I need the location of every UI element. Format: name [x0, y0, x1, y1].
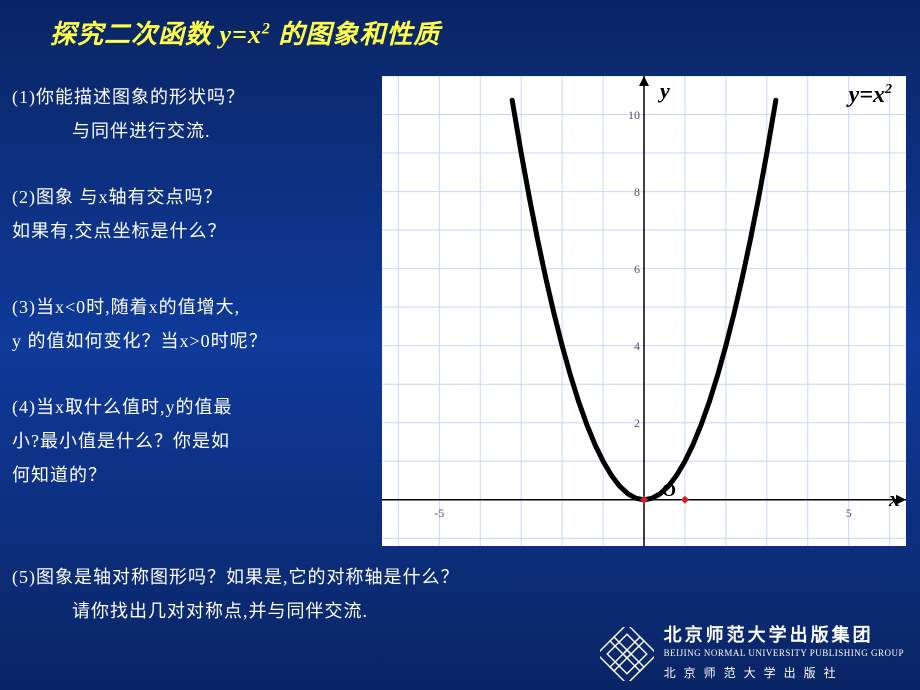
logo-en: BEIJING NORMAL UNIVERSITY PUBLISHING GRO…	[664, 644, 904, 662]
q4-line1: (4)当x取什么值时,y的值最	[12, 390, 233, 424]
equation-label: y=x2	[849, 82, 892, 109]
x-axis-label: x	[889, 486, 900, 512]
equation-exp: 2	[885, 82, 892, 97]
question-4: (4)当x取什么值时,y的值最 小?最小值是什么？你是如 何知道的？	[12, 390, 233, 492]
q2-line2: 如果有,交点坐标是什么？	[12, 214, 227, 248]
logo-sub: 北京师范大学出版社	[664, 664, 904, 682]
question-2: (2)图象 与x轴有交点吗？ 如果有,交点坐标是什么？	[12, 180, 227, 248]
title-eq-exp: 2	[262, 20, 271, 37]
q4-line2: 小?最小值是什么？你是如	[12, 424, 233, 458]
question-5: (5)图象是轴对称图形吗？如果是,它的对称轴是什么？ 请你找出几对对称点,并与同…	[12, 560, 460, 628]
y-axis-label: y	[660, 78, 670, 104]
origin-label: O	[662, 480, 676, 501]
page-title: 探究二次函数 y=x2 的图象和性质	[50, 14, 440, 51]
title-eq-base: y=x	[220, 20, 262, 49]
parabola-chart: y=x2 y x O 246810-55	[382, 76, 906, 546]
equation-base: y=x	[849, 82, 885, 108]
y-tick-label: 2	[620, 416, 640, 431]
chart-svg	[382, 76, 906, 546]
q3-line1: (3)当x<0时,随着x的值增大,	[12, 290, 268, 324]
y-tick-label: 8	[620, 185, 640, 200]
y-tick-label: 6	[620, 262, 640, 277]
x-tick-label: 5	[839, 506, 859, 521]
y-tick-label: 4	[620, 339, 640, 354]
q3-line2: y 的值如何变化？当x>0时呢？	[12, 324, 268, 358]
q5-line1: (5)图象是轴对称图形吗？如果是,它的对称轴是什么？	[12, 560, 460, 594]
question-3: (3)当x<0时,随着x的值增大, y 的值如何变化？当x>0时呢？	[12, 290, 268, 358]
logo-cn: 北京师范大学出版集团	[664, 626, 904, 644]
publisher-logo: 北京师范大学出版集团 BEIJING NORMAL UNIVERSITY PUB…	[600, 626, 904, 682]
q5-line2: 请你找出几对对称点,并与同伴交流.	[12, 594, 460, 628]
q2-line1: (2)图象 与x轴有交点吗？	[12, 180, 227, 214]
logo-icon	[600, 627, 654, 681]
q4-line3: 何知道的？	[12, 458, 233, 492]
logo-text: 北京师范大学出版集团 BEIJING NORMAL UNIVERSITY PUB…	[664, 626, 904, 682]
q1-line2: 与同伴进行交流.	[12, 114, 245, 148]
question-1: (1)你能描述图象的形状吗？ 与同伴进行交流.	[12, 80, 245, 148]
title-post: 的图象和性质	[271, 20, 441, 49]
x-tick-label: -5	[429, 506, 449, 521]
y-tick-label: 10	[620, 108, 640, 123]
q1-line1: (1)你能描述图象的形状吗？	[12, 80, 245, 114]
title-pre: 探究二次函数	[50, 20, 220, 49]
